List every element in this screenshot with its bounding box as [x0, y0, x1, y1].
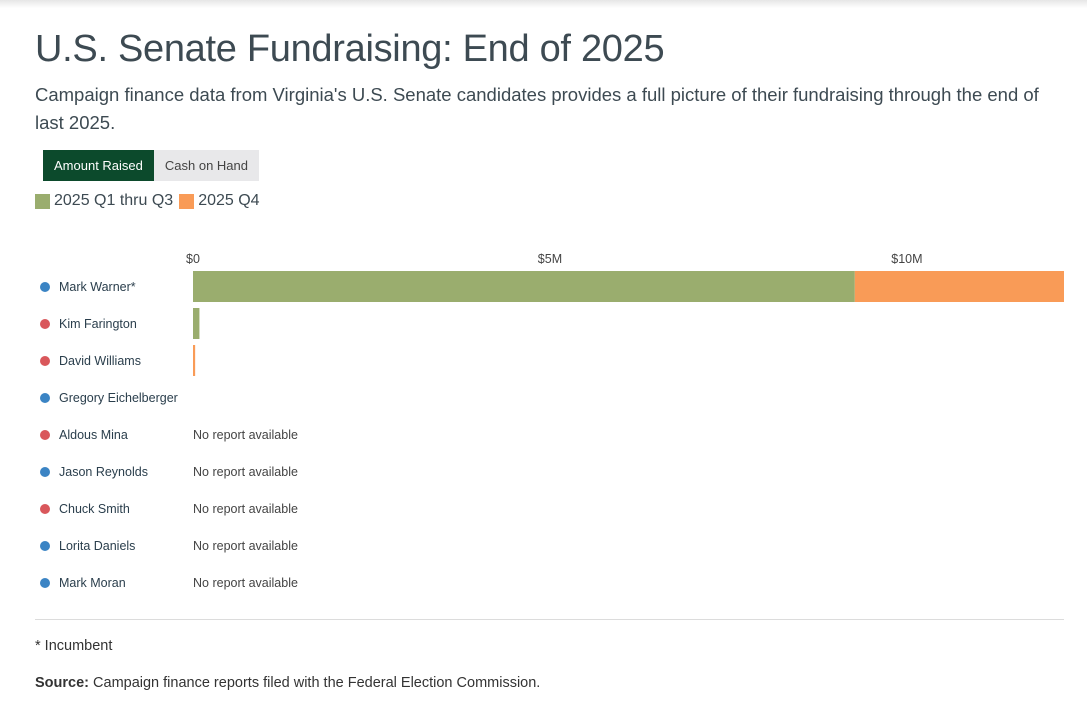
chart-plot-area: $0 $5M $10M	[186, 252, 1064, 376]
legend-label-q4: 2025 Q4	[198, 192, 260, 209]
metric-toggle: Amount Raised Cash on Hand	[43, 150, 260, 181]
top-shadow-bar	[0, 0, 1087, 8]
party-dot	[40, 392, 50, 403]
source-text: Campaign finance reports filed with the …	[89, 675, 541, 691]
bar-segment-q4[interactable]	[854, 271, 1064, 302]
chart-legend: 2025 Q1 thru Q3 2025 Q4	[35, 192, 266, 210]
candidate-label: Jason Reynolds	[40, 463, 148, 481]
party-dot	[40, 318, 50, 329]
amount-raised-button[interactable]: Amount Raised	[43, 150, 154, 181]
x-tick-label: $5M	[538, 252, 562, 266]
candidate-label: Gregory Eichelberger	[40, 389, 178, 407]
source-label: Source:	[35, 675, 89, 691]
x-tick-label: $0	[186, 252, 200, 266]
candidate-name: Jason Reynolds	[59, 464, 148, 479]
page-subtitle: Campaign finance data from Virginia's U.…	[35, 84, 1039, 133]
legend-swatch-q1-q3	[35, 193, 50, 209]
legend-item-q1-q3: 2025 Q1 thru Q3	[35, 192, 173, 210]
candidate-label: Lorita Daniels	[40, 537, 135, 555]
cash-on-hand-button[interactable]: Cash on Hand	[153, 150, 260, 181]
candidate-name: Mark Warner*	[59, 279, 136, 294]
candidate-name: Mark Moran	[59, 575, 126, 590]
candidate-label: David Williams	[40, 352, 141, 370]
candidate-label: Aldous Mina	[40, 426, 128, 444]
party-dot	[40, 577, 50, 588]
candidate-name: Lorita Daniels	[59, 538, 136, 553]
x-tick-label: $10M	[891, 252, 922, 266]
no-report-label: No report available	[193, 427, 298, 442]
candidate-label: Mark Moran	[40, 574, 126, 592]
page-title: U.S. Senate Fundraising: End of 2025	[35, 28, 665, 70]
candidate-label: Kim Farington	[40, 315, 137, 333]
party-dot	[40, 355, 50, 366]
candidate-name: Chuck Smith	[59, 501, 130, 516]
source-note: Source: Campaign finance reports filed w…	[35, 675, 540, 691]
incumbent-footnote: * Incumbent	[35, 638, 113, 654]
bar-segment-q4[interactable]	[193, 345, 196, 376]
party-dot	[40, 503, 50, 514]
no-report-label: No report available	[193, 575, 298, 590]
no-report-label: No report available	[193, 501, 298, 516]
party-dot	[40, 281, 50, 292]
candidate-name: David Williams	[59, 353, 141, 368]
no-report-label: No report available	[193, 464, 298, 479]
legend-item-q4: 2025 Q4	[179, 192, 260, 210]
legend-label-q1-q3: 2025 Q1 thru Q3	[54, 192, 174, 209]
bar-segment-q1-q3[interactable]	[193, 308, 200, 339]
candidate-label: Chuck Smith	[40, 500, 130, 518]
legend-swatch-q4	[179, 193, 195, 209]
party-dot	[40, 466, 50, 477]
party-dot	[40, 540, 50, 551]
no-report-label: No report available	[193, 538, 298, 553]
fundraising-bar-chart: $0 $5M $10M Mark Warner* Kim Farington David…	[0, 240, 1087, 610]
candidate-label: Mark Warner*	[40, 278, 136, 296]
footer-divider	[35, 619, 1064, 620]
candidate-name: Aldous Mina	[59, 427, 128, 442]
candidate-name: Gregory Eichelberger	[59, 390, 178, 405]
party-dot	[40, 429, 50, 440]
bar-segment-q1-q3[interactable]	[193, 271, 855, 302]
candidate-name: Kim Farington	[59, 316, 137, 331]
